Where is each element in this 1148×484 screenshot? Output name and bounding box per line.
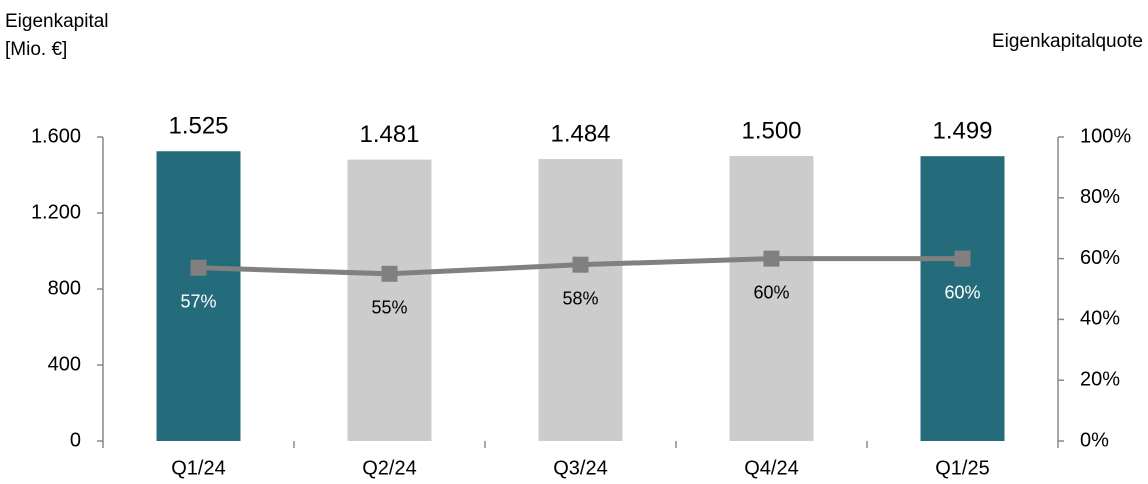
- x-tick-label: Q2/24: [362, 457, 416, 479]
- line-value-label: 60%: [944, 282, 980, 302]
- y2-tick-label: 80%: [1080, 186, 1120, 208]
- y-tick-label: 1.600: [31, 125, 81, 147]
- line-value-label: 57%: [180, 291, 216, 311]
- line-marker: [954, 250, 971, 267]
- y2-tick-label: 20%: [1080, 368, 1120, 390]
- line-marker: [381, 265, 398, 282]
- line-marker: [763, 250, 780, 267]
- line-marker: [572, 256, 589, 273]
- bar-value-label: 1.499: [932, 118, 992, 145]
- bar: [156, 151, 241, 441]
- y-tick-label: 800: [48, 277, 81, 299]
- x-tick-label: Q4/24: [744, 457, 798, 479]
- y-tick-label: 0: [70, 429, 81, 451]
- y-axis-title: [Mio. €]: [5, 39, 67, 60]
- line-value-label: 55%: [371, 298, 407, 318]
- x-tick-label: Q3/24: [553, 457, 607, 479]
- y-tick-label: 400: [48, 353, 81, 375]
- y2-axis-title: Eigenkapitalquote: [992, 31, 1143, 52]
- bar: [538, 159, 623, 442]
- x-tick-label: Q1/25: [935, 457, 989, 479]
- y2-tick-label: 40%: [1080, 308, 1120, 330]
- bar: [920, 156, 1005, 441]
- bar: [729, 156, 814, 441]
- x-tick-label: Q1/24: [171, 457, 225, 479]
- y2-tick-label: 0%: [1080, 429, 1109, 451]
- line-value-label: 58%: [562, 288, 598, 308]
- bar-value-label: 1.525: [168, 113, 228, 140]
- line-marker: [190, 259, 207, 276]
- y2-tick-label: 100%: [1080, 125, 1131, 147]
- y2-tick-label: 60%: [1080, 247, 1120, 269]
- bar-value-label: 1.484: [550, 120, 610, 147]
- y-axis-title: Eigenkapital: [5, 11, 109, 32]
- bar-value-label: 1.500: [741, 117, 801, 144]
- y-tick-label: 1.200: [31, 201, 81, 223]
- bar: [347, 159, 432, 442]
- line-value-label: 60%: [753, 282, 789, 302]
- bar-value-label: 1.481: [359, 121, 419, 148]
